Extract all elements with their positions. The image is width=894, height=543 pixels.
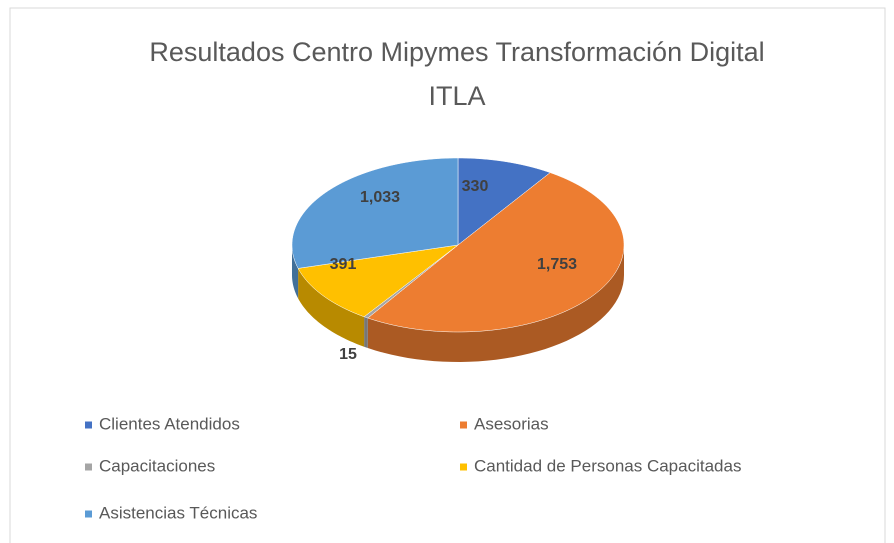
legend-label: Clientes Atendidos bbox=[99, 414, 240, 433]
pie-slice bbox=[457, 157, 551, 246]
legend-label: Cantidad de Personas Capacitadas bbox=[474, 456, 741, 475]
chart-title: Resultados Centro Mipymes Transformación… bbox=[149, 37, 765, 111]
legend-swatch bbox=[460, 463, 467, 471]
pie-wall bbox=[367, 245, 624, 362]
pie-wall bbox=[298, 268, 365, 347]
legend-swatch bbox=[85, 510, 92, 518]
data-label: 330 bbox=[462, 178, 489, 195]
pie-wall bbox=[292, 245, 299, 299]
legend-swatch bbox=[460, 421, 467, 429]
data-label: 391 bbox=[330, 256, 357, 273]
pie-slice bbox=[367, 172, 625, 333]
legend-swatch bbox=[85, 463, 92, 471]
data-label: 1,753 bbox=[537, 256, 577, 273]
data-label: 15 bbox=[339, 346, 357, 363]
legend-swatch bbox=[85, 421, 92, 429]
legend-label: Asesorias bbox=[474, 414, 549, 433]
legend-label: Capacitaciones bbox=[99, 456, 215, 475]
pie-slice bbox=[297, 244, 459, 318]
data-label: 1,033 bbox=[360, 189, 400, 206]
pie-slice bbox=[291, 157, 459, 269]
pie-wall bbox=[364, 316, 368, 349]
legend-label: Asistencias Técnicas bbox=[99, 503, 257, 522]
